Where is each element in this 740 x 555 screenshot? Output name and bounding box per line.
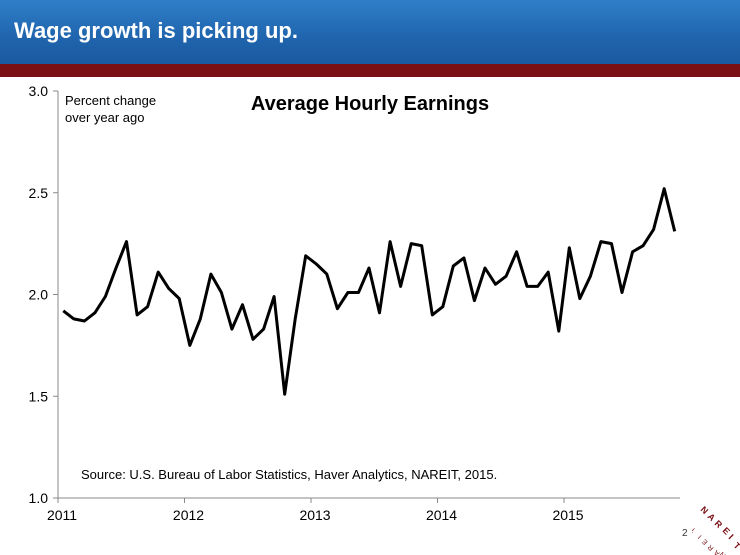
series-line [62, 187, 677, 396]
logo-letter: I [727, 532, 736, 541]
logo-letter: N [719, 550, 728, 555]
x-tick-label: 2013 [299, 507, 330, 523]
logo-letter: T [692, 525, 697, 533]
header-band [0, 64, 740, 77]
logo-letter: R [713, 518, 725, 530]
y-axis-label-line-2: over year ago [65, 110, 145, 125]
line-chart: 1.0 1.5 2.0 2.5 3.0 2011 2012 2013 2014 2015 Aver… [29, 83, 680, 523]
x-tick-label: 2015 [552, 507, 583, 523]
logo-letter: E [721, 525, 732, 536]
slide-header: Wage growth is picking up. [0, 0, 740, 64]
logo-letter: T [732, 540, 740, 551]
logo-letter: E [701, 537, 709, 545]
page-number: 2 [682, 528, 688, 539]
y-tick-label: 1.0 [29, 490, 49, 506]
y-tick-label: 3.0 [29, 83, 49, 99]
x-tick-label: 2011 [47, 507, 77, 523]
x-tick-label: 2014 [426, 507, 457, 523]
logo-letter: A [713, 548, 721, 555]
logo-letter: I [697, 533, 703, 539]
x-tick-label: 2012 [173, 507, 204, 523]
chart-title: Average Hourly Earnings [251, 93, 489, 115]
y-axis-label-line-1: Percent change [65, 93, 156, 108]
chart-ticks: 1.0 1.5 2.0 2.5 3.0 2011 2012 2013 2014 2015 [29, 83, 584, 523]
slide-title: Wage growth is picking up. [14, 18, 298, 43]
y-tick-label: 1.5 [29, 388, 49, 404]
y-tick-label: 2.0 [29, 287, 49, 303]
y-tick-label: 2.5 [29, 185, 49, 201]
logo-letter: N [699, 504, 711, 516]
logo-letter: R [707, 543, 716, 552]
chart-source: Source: U.S. Bureau of Labor Statistics,… [81, 467, 497, 482]
